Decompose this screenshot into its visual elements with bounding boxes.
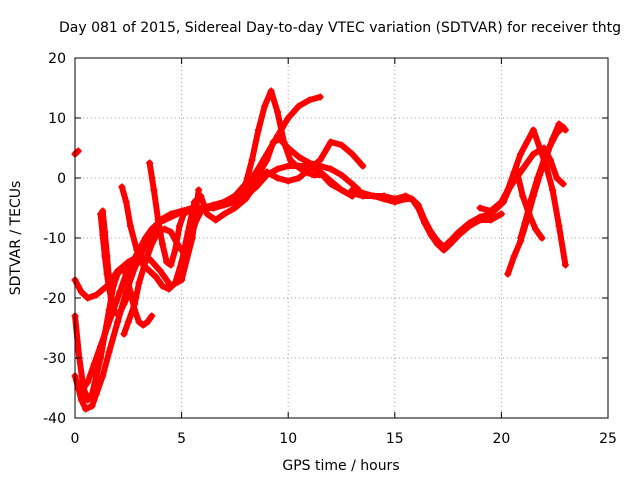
y-tick-label: 20: [48, 51, 66, 67]
series-arc-1: [72, 148, 82, 158]
y-axis-label: SDTVAR / TECUs: [8, 181, 24, 296]
x-tick-label: 5: [177, 431, 186, 447]
series-group: [72, 88, 569, 413]
y-tick-label: -20: [43, 291, 66, 307]
y-tick-label: -40: [43, 411, 66, 427]
x-tick-label: 15: [386, 431, 404, 447]
x-axis-label: GPS time / hours: [282, 458, 399, 474]
y-tick-label: -30: [43, 351, 66, 367]
x-tick-label: 10: [279, 431, 297, 447]
x-tick-label: 0: [71, 431, 80, 447]
y-tick-label: -10: [43, 231, 66, 247]
series-arc-7: [121, 136, 363, 338]
tick-labels: 0 5 10 15 20 25 -40 -30 -20 -10 0 10 20: [43, 51, 617, 447]
x-tick-label: 20: [492, 431, 510, 447]
x-tick-label: 25: [599, 431, 617, 447]
series-arc-5: [80, 163, 356, 392]
y-tick-label: 0: [57, 171, 66, 187]
chart-title: Day 081 of 2015, Sidereal Day-to-day VTE…: [59, 20, 621, 36]
sdtvar-chart: Day 081 of 2015, Sidereal Day-to-day VTE…: [0, 0, 640, 480]
y-tick-label: 10: [48, 111, 66, 127]
